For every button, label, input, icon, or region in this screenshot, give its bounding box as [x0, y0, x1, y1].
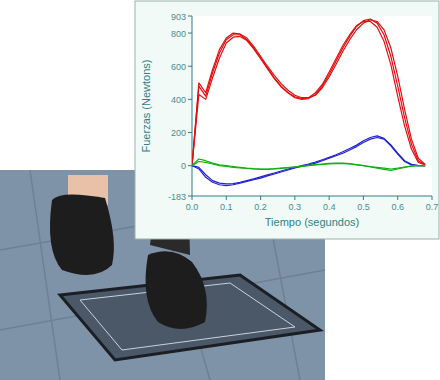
shoe-left: [50, 194, 114, 275]
y-axis-label: Fuerzas (Newtons): [140, 60, 152, 153]
series-line: [192, 159, 425, 169]
y-tick-label: 200: [171, 128, 186, 138]
y-axis: [192, 16, 193, 196]
x-tick-label: 0.6: [391, 202, 404, 212]
x-tick-label: 0.5: [357, 202, 370, 212]
x-tick: [363, 196, 364, 200]
x-tick-label: 0.7: [426, 202, 439, 212]
x-tick: [329, 196, 330, 200]
y-tick: [188, 99, 192, 100]
chart-panel: [135, 1, 439, 239]
x-tick: [192, 196, 193, 200]
x-axis-label: Tiempo (segundos): [265, 216, 359, 228]
x-axis: [192, 196, 432, 197]
shoe-right: [146, 251, 207, 329]
figure: -183 0 200 400 600 800 903 0.0 0.1 0.2 0.3 0.4 0.5 0.…: [0, 0, 440, 380]
x-tick: [260, 196, 261, 200]
x-tick: [432, 196, 433, 200]
y-tick: [188, 33, 192, 34]
y-tick-label: 0: [181, 161, 186, 171]
y-tick: [188, 196, 192, 197]
x-tick-label: 0.3: [289, 202, 302, 212]
x-tick-label: 0.0: [186, 202, 199, 212]
series-line: [192, 136, 425, 184]
y-tick-label: 600: [171, 62, 186, 72]
x-tick: [294, 196, 295, 200]
x-tick: [226, 196, 227, 200]
plot-lines: [192, 19, 425, 186]
y-tick-label: -183: [168, 192, 186, 202]
y-tick: [188, 66, 192, 67]
plot-area: [192, 16, 432, 196]
x-tick: [397, 196, 398, 200]
y-tick-label: 800: [171, 29, 186, 39]
y-tick-label: 903: [171, 12, 186, 22]
series-line: [192, 162, 425, 171]
y-tick-label: 400: [171, 95, 186, 105]
x-tick-label: 0.1: [220, 202, 233, 212]
x-tick-label: 0.2: [254, 202, 267, 212]
y-tick: [188, 16, 192, 17]
x-tick-label: 0.4: [323, 202, 336, 212]
y-tick: [188, 132, 192, 133]
y-tick: [188, 165, 192, 166]
